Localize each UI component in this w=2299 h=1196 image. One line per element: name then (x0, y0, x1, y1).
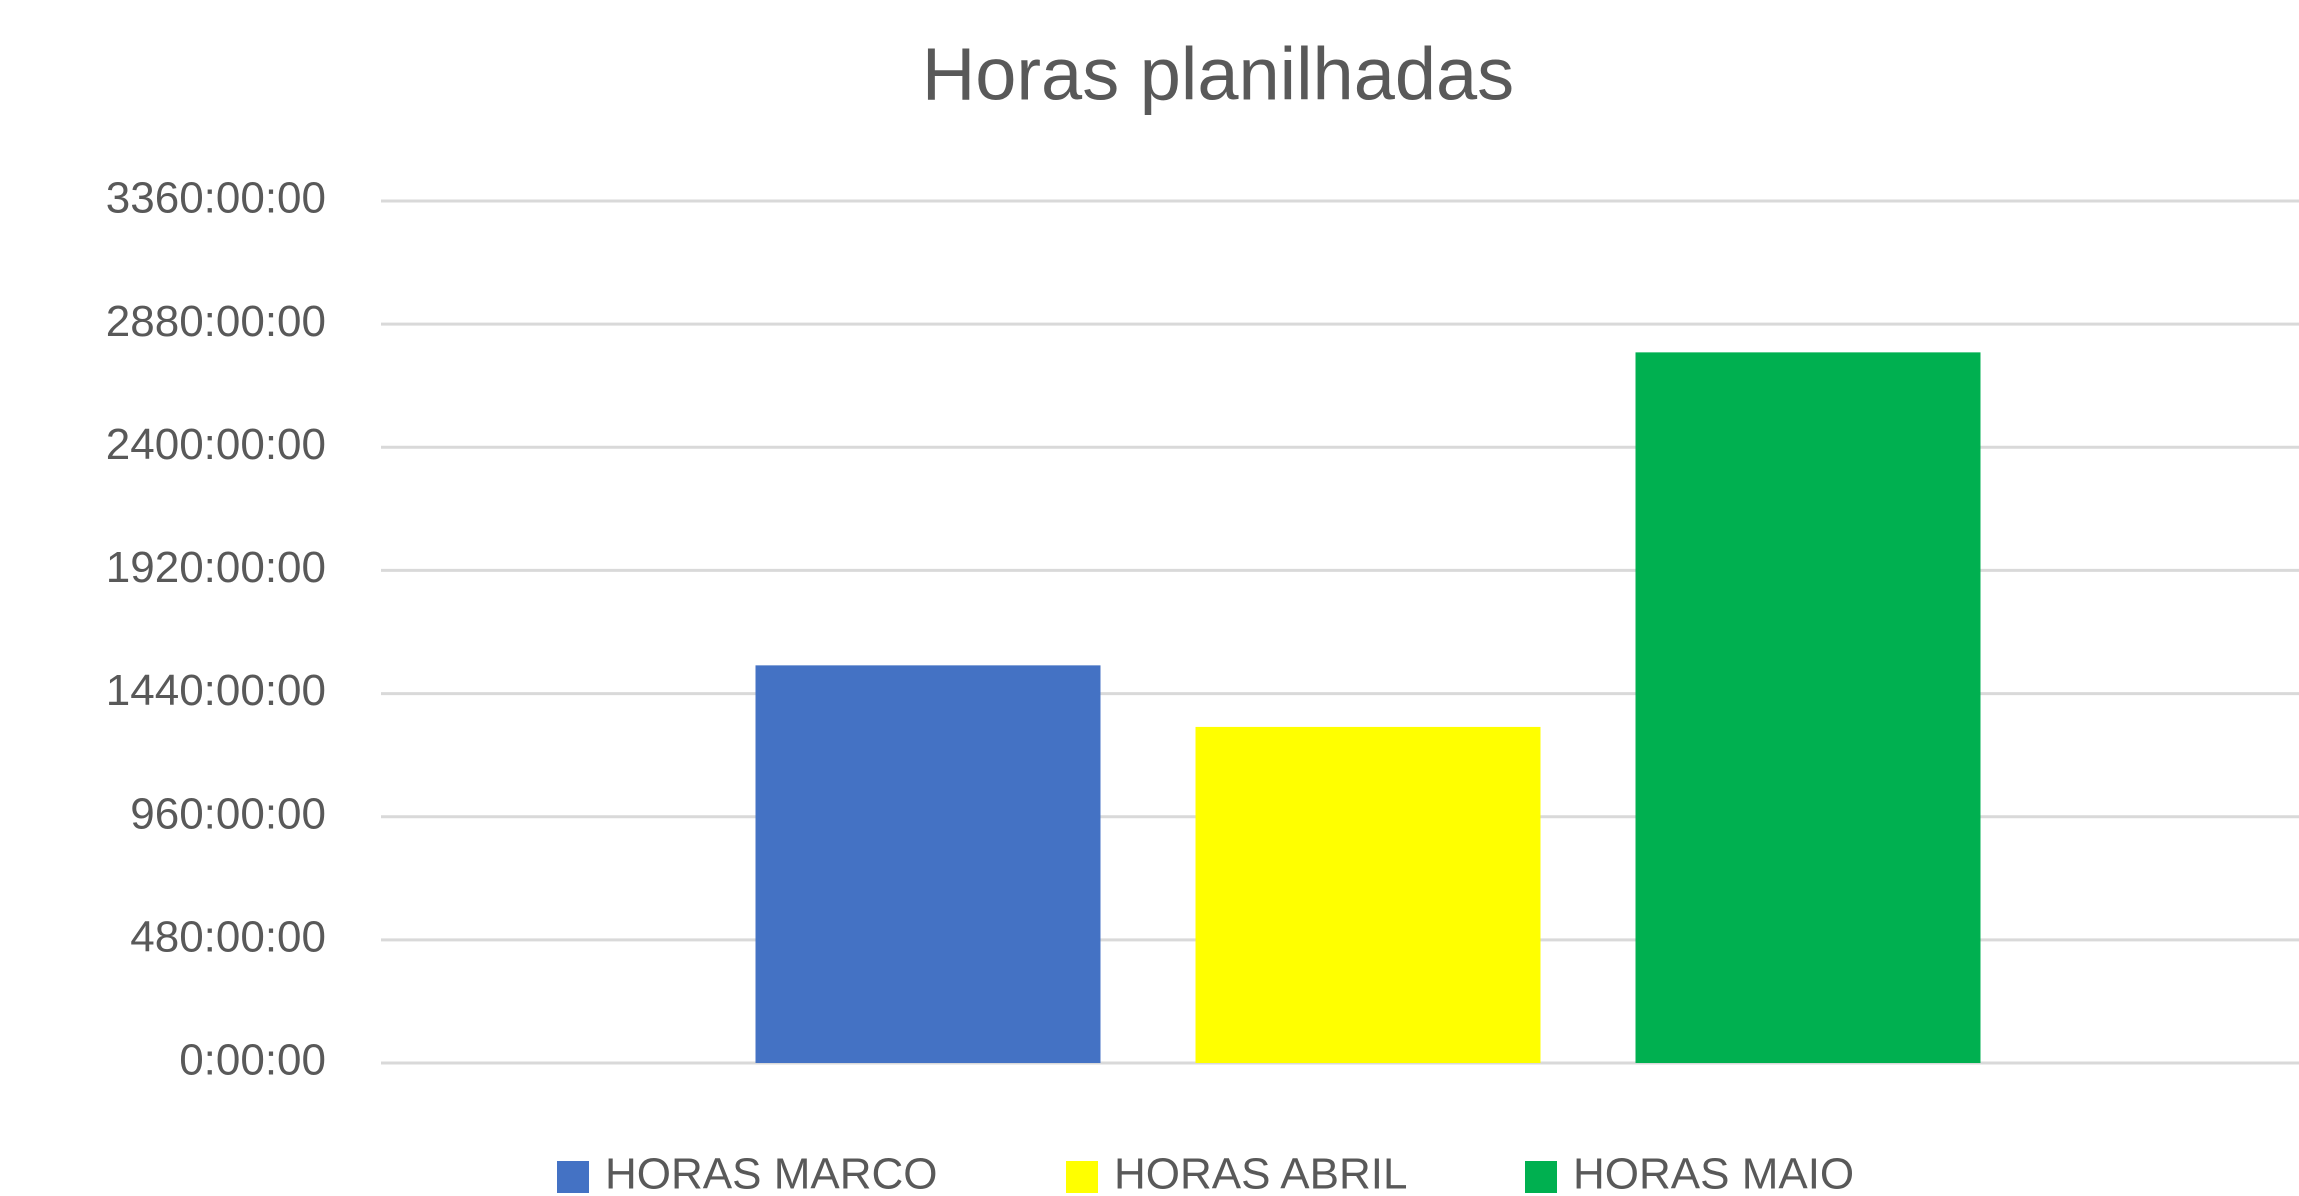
y-tick-label: 1920:00:00 (106, 543, 326, 592)
y-tick-label: 1440:00:00 (106, 666, 326, 715)
bar (1195, 726, 1541, 1063)
y-tick-label: 2400:00:00 (106, 420, 326, 469)
legend-label: HORAS ABRIL (1114, 1150, 1407, 1196)
y-tick-label: 480:00:00 (130, 912, 326, 961)
legend-swatch (1525, 1161, 1557, 1193)
legend-label: HORAS MAIO (1573, 1150, 1854, 1196)
y-tick-label: 2880:00:00 (106, 297, 326, 346)
chart-title: Horas planilhadas (922, 33, 1514, 116)
bar (1635, 352, 1981, 1063)
bar (755, 665, 1101, 1063)
y-tick-label: 3360:00:00 (106, 174, 326, 223)
legend-label: HORAS MARCO (605, 1150, 937, 1196)
y-tick-label: 0:00:00 (179, 1036, 326, 1085)
y-tick-label: 960:00:00 (130, 789, 326, 838)
legend-swatch (1066, 1161, 1098, 1193)
legend-swatch (557, 1161, 589, 1193)
